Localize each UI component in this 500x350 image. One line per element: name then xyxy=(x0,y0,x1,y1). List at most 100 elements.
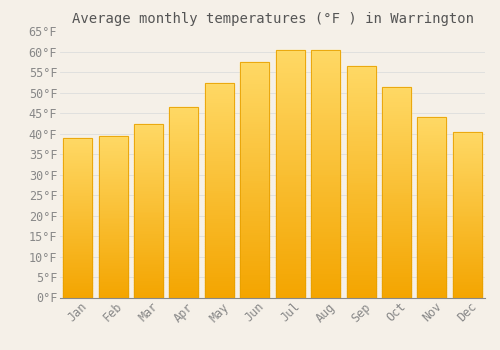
Bar xyxy=(98,259,128,260)
Bar xyxy=(382,114,411,116)
Bar xyxy=(276,275,304,278)
Bar xyxy=(134,224,163,226)
Bar xyxy=(170,198,198,201)
Bar xyxy=(205,203,234,205)
Bar xyxy=(453,135,482,137)
Bar xyxy=(276,233,304,236)
Bar xyxy=(418,211,446,213)
Bar xyxy=(311,181,340,184)
Bar xyxy=(98,146,128,147)
Bar xyxy=(205,192,234,194)
Bar xyxy=(98,188,128,189)
Bar xyxy=(134,282,163,284)
Bar xyxy=(205,287,234,289)
Bar xyxy=(276,149,304,152)
Bar xyxy=(98,236,128,238)
Bar xyxy=(418,242,446,244)
Bar xyxy=(205,184,234,186)
Bar xyxy=(311,213,340,216)
Bar xyxy=(418,267,446,269)
Bar xyxy=(382,122,411,125)
Bar xyxy=(98,212,128,214)
Bar xyxy=(170,273,198,275)
Bar xyxy=(170,208,198,210)
Bar xyxy=(170,201,198,202)
Bar xyxy=(98,228,128,230)
Bar xyxy=(276,213,304,216)
Bar xyxy=(170,216,198,218)
Bar xyxy=(134,289,163,290)
Bar xyxy=(134,276,163,278)
Bar xyxy=(418,292,446,294)
Bar xyxy=(63,189,92,190)
Bar xyxy=(418,186,446,188)
Bar xyxy=(311,288,340,290)
Bar xyxy=(276,176,304,178)
Bar xyxy=(418,224,446,225)
Bar xyxy=(98,256,128,257)
Bar xyxy=(240,213,270,215)
Bar xyxy=(205,98,234,100)
Bar xyxy=(382,207,411,209)
Bar xyxy=(134,231,163,233)
Bar xyxy=(240,142,270,145)
Bar xyxy=(63,283,92,285)
Bar xyxy=(170,212,198,214)
Bar xyxy=(240,220,270,222)
Bar xyxy=(205,149,234,152)
Bar xyxy=(98,207,128,209)
Bar xyxy=(346,71,376,73)
Bar xyxy=(382,87,411,89)
Bar xyxy=(453,279,482,281)
Bar xyxy=(170,237,198,238)
Bar xyxy=(63,232,92,234)
Bar xyxy=(240,281,270,284)
Bar xyxy=(205,164,234,167)
Bar xyxy=(134,214,163,216)
Bar xyxy=(98,144,128,146)
Bar xyxy=(63,216,92,218)
Bar xyxy=(418,272,446,274)
Bar xyxy=(346,295,376,298)
Bar xyxy=(170,269,198,271)
Bar xyxy=(205,115,234,117)
Bar xyxy=(205,83,234,298)
Bar xyxy=(311,189,340,191)
Bar xyxy=(98,172,128,173)
Bar xyxy=(63,146,92,147)
Bar xyxy=(311,275,340,278)
Bar xyxy=(276,290,304,293)
Bar xyxy=(453,162,482,163)
Bar xyxy=(346,66,376,298)
Bar xyxy=(418,159,446,161)
Bar xyxy=(240,267,270,269)
Bar xyxy=(453,167,482,168)
Bar xyxy=(311,136,340,139)
Bar xyxy=(276,152,304,154)
Bar xyxy=(98,285,128,286)
Bar xyxy=(453,273,482,274)
Bar xyxy=(311,178,340,181)
Bar xyxy=(311,146,340,149)
Bar xyxy=(453,145,482,147)
Bar xyxy=(205,96,234,98)
Bar xyxy=(311,216,340,218)
Bar xyxy=(170,280,198,282)
Bar xyxy=(382,253,411,256)
Bar xyxy=(276,161,304,164)
Bar xyxy=(311,134,340,136)
Bar xyxy=(311,196,340,198)
Bar xyxy=(346,235,376,237)
Bar xyxy=(346,267,376,270)
Bar xyxy=(134,170,163,172)
Bar xyxy=(63,162,92,163)
Bar xyxy=(311,273,340,275)
Bar xyxy=(170,218,198,219)
Bar xyxy=(346,136,376,138)
Bar xyxy=(418,143,446,145)
Bar xyxy=(276,52,304,55)
Bar xyxy=(453,213,482,215)
Bar xyxy=(311,90,340,92)
Bar xyxy=(63,138,92,298)
Bar xyxy=(276,57,304,60)
